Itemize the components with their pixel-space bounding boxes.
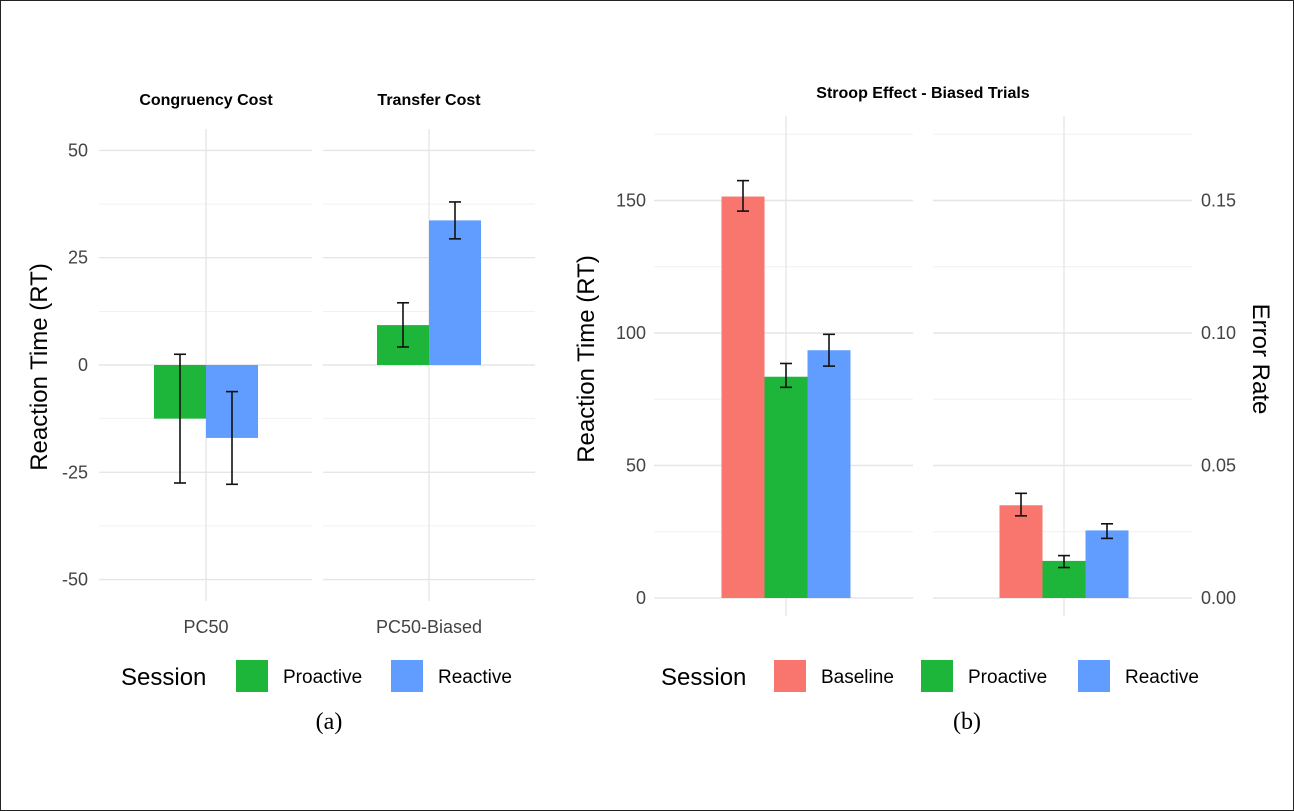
legend-swatch-reactive bbox=[391, 660, 423, 692]
panel-b-legend-title: Session bbox=[661, 664, 746, 691]
panel-b-y-ticks: 0 50 100 150 bbox=[616, 191, 646, 609]
facet-title-congruency-cost: Congruency Cost bbox=[139, 92, 273, 109]
caption-b: (b) bbox=[953, 709, 981, 735]
bar-baseline-error-rate bbox=[999, 505, 1043, 598]
panel-b-bars bbox=[721, 196, 1129, 598]
y-tick-label-a: -50 bbox=[62, 570, 88, 590]
panel-b-error-bars bbox=[737, 179, 1113, 569]
panel-b: Stroop Effect - Biased Trials 050100150 … bbox=[573, 85, 1274, 735]
y2-tick-label-b: 0.00 bbox=[1201, 588, 1236, 608]
bar-baseline-rt bbox=[721, 196, 765, 598]
panel-b-title: Stroop Effect - Biased Trials bbox=[816, 85, 1029, 102]
y-tick-label-a: 25 bbox=[68, 248, 88, 268]
legend-label-proactive-b: Proactive bbox=[968, 667, 1047, 688]
facet-title-transfer-cost: Transfer Cost bbox=[377, 92, 481, 109]
x-tick-label-pc50-biased: PC50-Biased bbox=[376, 617, 482, 637]
x-tick-label-pc50: PC50 bbox=[183, 617, 228, 637]
y-tick-label-b: 0 bbox=[636, 588, 646, 608]
legend-swatch-proactive-b bbox=[921, 660, 953, 692]
panel-a-legend-title: Session bbox=[121, 664, 206, 691]
panel-a-y-axis-title: Reaction Time (RT) bbox=[26, 263, 53, 471]
y2-tick-label-b: 0.05 bbox=[1201, 456, 1236, 476]
y-tick-label-a: -25 bbox=[62, 462, 88, 482]
legend-swatch-reactive-b bbox=[1078, 660, 1110, 692]
legend-label-baseline: Baseline bbox=[821, 667, 894, 688]
caption-a: (a) bbox=[316, 709, 343, 735]
panel-b-y-axis-title: Reaction Time (RT) bbox=[573, 255, 600, 463]
y-tick-label-a: 50 bbox=[68, 140, 88, 160]
panel-b-y2-axis-title: Error Rate bbox=[1247, 304, 1274, 415]
panel-a: Congruency Cost Transfer Cost -50 -25 0 25 5… bbox=[26, 92, 535, 735]
y-tick-label-a: 0 bbox=[78, 355, 88, 375]
panel-a-bars bbox=[154, 220, 481, 438]
legend-swatch-baseline bbox=[774, 660, 806, 692]
y-tick-label-b: 50 bbox=[626, 456, 646, 476]
panel-a-error-bars bbox=[174, 201, 461, 486]
legend-label-proactive: Proactive bbox=[283, 667, 362, 688]
bar-proactive-rt bbox=[764, 376, 808, 598]
legend-label-reactive: Reactive bbox=[438, 667, 512, 688]
panel-a-grid bbox=[99, 129, 535, 601]
panel-a-y-ticks: -50 -25 0 25 50 bbox=[62, 140, 88, 589]
y2-tick-label-b: 0.15 bbox=[1201, 191, 1236, 211]
bar-reactive-pc50-biased bbox=[429, 220, 481, 365]
y2-tick-label-b: 0.10 bbox=[1201, 323, 1236, 343]
y-tick-label-b: 150 bbox=[616, 191, 646, 211]
panel-b-y2-ticks: 0.00 0.05 0.10 0.15 bbox=[1201, 191, 1236, 609]
y-tick-label-b: 100 bbox=[616, 323, 646, 343]
legend-label-reactive-b: Reactive bbox=[1125, 667, 1199, 688]
legend-swatch-proactive bbox=[236, 660, 268, 692]
bar-reactive-rt bbox=[807, 350, 851, 598]
bar-reactive-error-rate bbox=[1085, 530, 1129, 598]
